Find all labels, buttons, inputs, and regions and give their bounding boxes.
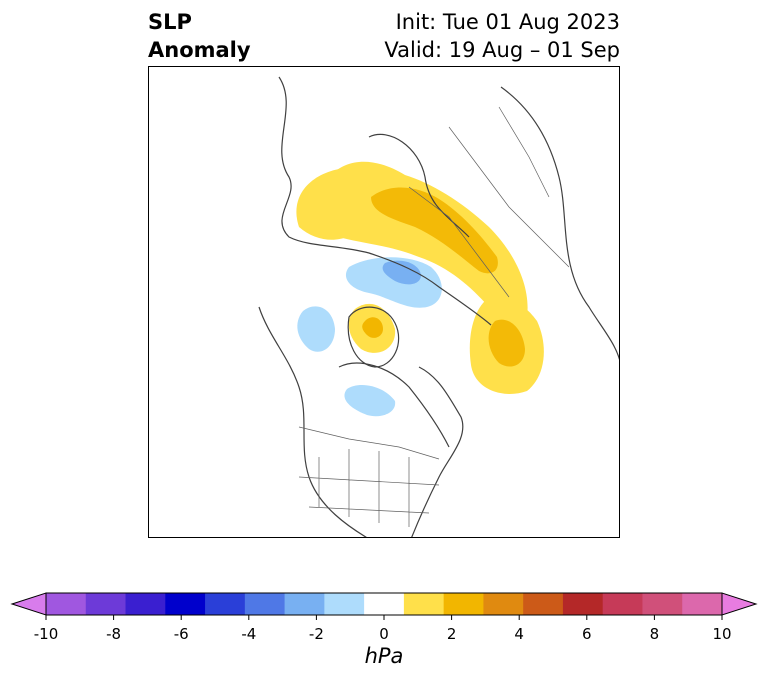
colorbar-extend-right bbox=[721, 592, 758, 616]
anomaly-core-greenland bbox=[362, 317, 383, 338]
colorbar-bin bbox=[682, 593, 723, 615]
map-title: SLP Anomaly bbox=[148, 8, 251, 64]
colorbar-tick-label: 6 bbox=[582, 625, 592, 640]
anomaly-core-europe bbox=[371, 187, 498, 274]
anomaly-region-alaska bbox=[344, 385, 396, 417]
colorbar-bin bbox=[205, 593, 246, 615]
colorbar-bin bbox=[165, 593, 206, 615]
border-canada-us bbox=[298, 426, 440, 460]
anomaly-core-barents bbox=[382, 260, 421, 285]
coastline-east-asia bbox=[500, 86, 619, 360]
valid-range: Valid: 19 Aug – 01 Sep bbox=[384, 38, 620, 62]
colorbar-tick-label: -2 bbox=[309, 625, 324, 640]
colorbar-bin bbox=[443, 593, 484, 615]
colorbar-unit-label: hPa bbox=[364, 644, 404, 668]
colorbar-extend-left bbox=[10, 592, 47, 616]
colorbar-tick-label: 8 bbox=[650, 625, 660, 640]
border-russia bbox=[408, 186, 510, 298]
colorbar-tick-label: 0 bbox=[379, 625, 389, 640]
colorbar-bin bbox=[642, 593, 683, 615]
border-asia bbox=[498, 106, 550, 198]
colorbar-bin bbox=[125, 593, 166, 615]
title-line-1: SLP bbox=[148, 10, 192, 34]
us-state-borders bbox=[298, 449, 440, 527]
colorbar-svg: -10 -8 -6 -4 -2 0 2 4 6 8 10 bbox=[10, 592, 758, 643]
colorbar-bin bbox=[244, 593, 286, 615]
colorbar-bin bbox=[403, 593, 445, 615]
colorbar-tick-label: 2 bbox=[447, 625, 457, 640]
colorbar-tick-label: 10 bbox=[712, 625, 731, 640]
colorbar-tick-label: -10 bbox=[34, 625, 59, 640]
colorbar-tick-label: -8 bbox=[106, 625, 121, 640]
init-date: Init: Tue 01 Aug 2023 bbox=[395, 10, 620, 34]
positive-anomaly-layer bbox=[296, 161, 544, 394]
anomaly-region-eurasia-west bbox=[296, 168, 363, 240]
colorbar-bin bbox=[46, 593, 87, 615]
colorbar-bin bbox=[562, 593, 604, 615]
negative-anomaly-layer bbox=[297, 257, 442, 417]
colorbar-bin bbox=[324, 593, 365, 615]
anomaly-region-hudson bbox=[297, 306, 335, 352]
border-europe bbox=[448, 126, 570, 268]
country-borders bbox=[298, 106, 570, 527]
coastline-eurasia bbox=[278, 76, 492, 326]
coastline-greenland bbox=[347, 306, 400, 368]
map-panel bbox=[148, 66, 620, 538]
colorbar-tick-label: -6 bbox=[174, 625, 189, 640]
colorbar-bin bbox=[483, 593, 524, 615]
map-svg bbox=[258, 76, 619, 537]
colorbar-tick-label: 4 bbox=[514, 625, 524, 640]
title-line-2: Anomaly bbox=[148, 38, 251, 62]
colorbar-bin bbox=[284, 593, 325, 615]
coastline-scandinavia bbox=[368, 133, 470, 238]
colorbar: -10 -8 -6 -4 -2 0 2 4 6 8 10 bbox=[0, 580, 768, 684]
anomaly-core-atlantic bbox=[488, 319, 525, 367]
colorbar-bin bbox=[85, 593, 127, 615]
run-info: Init: Tue 01 Aug 2023 Valid: 19 Aug – 01… bbox=[384, 8, 620, 64]
colorbar-bin bbox=[364, 593, 405, 615]
coastline-hudson-bay bbox=[338, 362, 450, 448]
colorbar-bin bbox=[523, 593, 564, 615]
coastlines bbox=[258, 76, 619, 537]
colorbar-tick-label: -4 bbox=[241, 625, 256, 640]
colorbar-bin bbox=[602, 593, 643, 615]
coastline-east-canada bbox=[411, 366, 464, 537]
coastline-north-america bbox=[258, 306, 367, 537]
